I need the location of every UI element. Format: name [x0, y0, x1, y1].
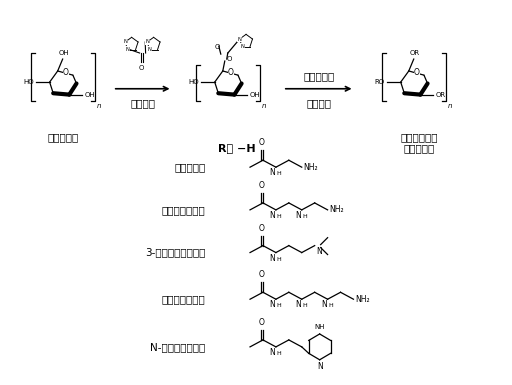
Text: N: N [269, 168, 275, 177]
Text: N: N [269, 300, 275, 309]
Text: RO: RO [375, 79, 385, 85]
Text: H: H [276, 351, 281, 356]
Text: H: H [328, 303, 333, 308]
Text: O: O [227, 56, 232, 62]
Text: HO: HO [188, 79, 199, 85]
Text: 气体保护: 气体保护 [306, 99, 331, 109]
Text: 气体保护: 气体保护 [130, 99, 155, 109]
Text: R： −H: R： −H [218, 143, 256, 153]
Text: N: N [321, 300, 327, 309]
Text: N: N [295, 211, 301, 220]
Text: OH: OH [84, 92, 95, 98]
Text: 乙二胺基团: 乙二胺基团 [174, 162, 205, 172]
Text: N: N [269, 348, 275, 357]
Text: H: H [303, 214, 307, 219]
Text: 3-二甲胺基丙胺基团: 3-二甲胺基丙胺基团 [145, 248, 205, 258]
Text: N: N [238, 37, 242, 42]
Text: n: n [96, 102, 101, 109]
Text: 三乙烯四胺基团: 三乙烯四胺基团 [161, 294, 205, 304]
Text: N: N [316, 247, 323, 256]
Text: H: H [276, 214, 281, 219]
Text: N: N [147, 47, 152, 52]
Text: O: O [414, 68, 420, 77]
Text: N: N [145, 40, 149, 45]
Text: H: H [276, 171, 281, 176]
Text: 多糖衍生物: 多糖衍生物 [403, 143, 435, 153]
Text: 阳离子超支化: 阳离子超支化 [400, 132, 438, 142]
Text: OR: OR [410, 50, 420, 56]
Text: N: N [269, 211, 275, 220]
Text: n: n [447, 102, 452, 109]
Text: NH₂: NH₂ [304, 163, 318, 172]
Text: O: O [259, 270, 265, 280]
Text: H: H [276, 256, 281, 261]
Text: OH: OH [58, 50, 69, 56]
Text: N-氧乙基哇啄基团: N-氧乙基哇啄基团 [150, 342, 205, 352]
Text: 超支化多糖: 超支化多糖 [48, 132, 79, 142]
Text: N: N [240, 44, 244, 49]
Text: 二乙烯三胺基团: 二乙烯三胺基团 [161, 205, 205, 215]
Text: O: O [259, 318, 265, 327]
Text: O: O [139, 65, 144, 71]
Text: NH: NH [314, 324, 325, 330]
Text: O: O [259, 224, 265, 233]
Text: H: H [276, 303, 281, 308]
Text: n: n [262, 102, 266, 109]
Text: NH₂: NH₂ [355, 295, 370, 304]
Text: 胺类化合物: 胺类化合物 [303, 71, 334, 81]
Text: OR: OR [435, 92, 445, 98]
Text: N: N [295, 300, 301, 309]
Text: HO: HO [23, 79, 34, 85]
Text: O: O [63, 68, 69, 77]
Text: H: H [303, 303, 307, 308]
Text: O: O [214, 44, 220, 50]
Text: N: N [269, 254, 275, 263]
Text: O: O [259, 181, 265, 190]
Text: OH: OH [249, 92, 260, 98]
Text: NH₂: NH₂ [330, 205, 344, 214]
Text: N: N [317, 362, 323, 371]
Text: N: N [123, 40, 127, 45]
Text: O: O [259, 138, 265, 147]
Text: O: O [228, 68, 234, 77]
Text: N: N [126, 47, 130, 52]
